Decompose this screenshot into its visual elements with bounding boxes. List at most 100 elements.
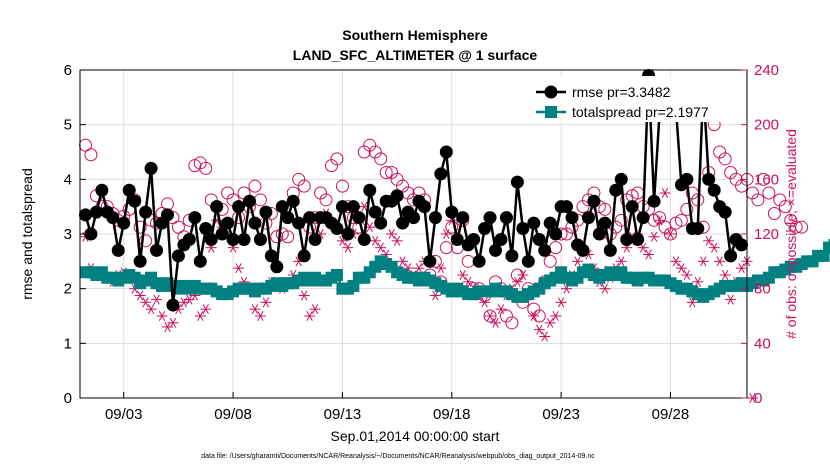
evaluated-obs-point [511, 276, 523, 287]
rmse-point [434, 167, 448, 181]
rmse-point [111, 243, 125, 257]
rmse-point [707, 183, 721, 197]
evaluated-obs-point [697, 256, 709, 267]
rmse-point [592, 227, 606, 241]
evaluated-obs-point [539, 331, 551, 342]
possible-obs-point [253, 193, 267, 207]
legend-rmse-label: rmse pr=3.3482 [572, 84, 671, 100]
asterisk-stroke [727, 294, 734, 305]
rmse-point [396, 216, 410, 230]
asterisk-stroke [136, 290, 144, 301]
rmse-point [78, 208, 92, 222]
rmse-point [680, 172, 694, 186]
rmse-point [232, 200, 246, 214]
rmse-point [188, 211, 202, 225]
rmse-point [193, 254, 207, 268]
evaluated-obs-point [145, 304, 157, 315]
evaluated-obs-point [692, 276, 704, 287]
evaluated-obs-point [151, 294, 163, 305]
rmse-point [483, 211, 497, 225]
x-axis-label: Sep.01,2014 00:00:00 start [331, 428, 500, 444]
asterisk-stroke [257, 310, 264, 322]
rmse-point [139, 205, 153, 219]
rmse-point [308, 232, 322, 246]
rmse-point [603, 243, 617, 257]
rmse-point [625, 200, 639, 214]
evaluated-obs-point [746, 392, 758, 404]
asterisk-stroke [361, 201, 368, 212]
y-tick-label: 4 [64, 171, 72, 188]
rmse-point [532, 232, 546, 246]
evaluated-obs-point [495, 304, 507, 315]
evaluated-obs-point [648, 231, 660, 242]
rmse-point [718, 205, 732, 219]
possible-obs-point [789, 220, 803, 234]
y-tick-label: 6 [64, 62, 72, 79]
spread-point [823, 241, 830, 254]
rmse-point [210, 200, 224, 214]
evaluated-obs-point [194, 310, 206, 322]
asterisk-stroke [306, 310, 313, 322]
y2-tick-label: 160 [754, 171, 779, 188]
evaluated-obs-point [517, 269, 529, 281]
rmse-point [226, 232, 240, 246]
rmse-point [565, 211, 579, 225]
rmse-point [505, 249, 519, 263]
rmse-point [297, 249, 311, 263]
evaluated-obs-point [413, 263, 425, 274]
asterisk-stroke [661, 187, 669, 199]
evaluated-obs-point [484, 310, 496, 322]
x-tick-label: 09/13 [324, 406, 362, 423]
y-tick-label: 1 [64, 335, 72, 352]
rmse-point [204, 232, 218, 246]
possible-obs-point [84, 148, 98, 162]
asterisk-stroke [399, 256, 406, 267]
y2-tick-label: 40 [754, 335, 771, 352]
data-file-footnote: data file: /Users/gharamti/Documents/NCA… [201, 453, 595, 460]
asterisk-stroke [459, 269, 466, 281]
rmse-point [341, 227, 355, 241]
possible-obs-point [160, 197, 174, 211]
evaluated-obs-point [298, 290, 310, 301]
asterisk-stroke [552, 310, 559, 322]
asterisk-stroke [738, 263, 745, 274]
evaluated-obs-point [462, 276, 474, 287]
rmse-point [150, 243, 164, 257]
y-tick-label: 0 [64, 390, 72, 407]
rmse-point [549, 227, 563, 241]
y2-tick-label: 200 [754, 117, 779, 134]
evaluated-obs-point [397, 256, 409, 267]
evaluated-obs-point [708, 242, 720, 253]
rmse-point [494, 232, 508, 246]
possible-obs-point [663, 227, 677, 241]
rmse-point [286, 194, 300, 208]
asterisk-stroke [153, 294, 160, 305]
asterisk-stroke [645, 249, 652, 260]
evaluated-obs-point [440, 228, 452, 240]
y2-axis-label: # of obs: o=possible; ×=evaluated [783, 129, 799, 339]
rmse-point [335, 200, 349, 214]
asterisk-stroke [546, 317, 554, 328]
possible-obs-point [281, 230, 295, 244]
evaluated-obs-point [249, 304, 261, 315]
rmse-point [631, 232, 645, 246]
evaluated-obs-point [736, 263, 748, 274]
possible-obs-point [614, 213, 628, 227]
possible-obs-point [248, 179, 262, 193]
evaluated-obs-point [375, 242, 387, 253]
rmse-point [647, 194, 661, 208]
asterisk-stroke [142, 297, 149, 308]
rmse-point [636, 211, 650, 225]
rmse-point [166, 298, 180, 312]
evaluated-obs-point [429, 290, 441, 301]
axes: 0 1 2 3 4 5 6 0 40 80 120 160 200 240 09/03 09/08 09/13 0… [64, 62, 779, 423]
evaluated-obs-point [167, 317, 179, 328]
asterisk-stroke [694, 276, 701, 287]
asterisk-stroke [147, 304, 155, 315]
evaluated-obs-point [435, 263, 447, 274]
y2-tick-label: 80 [754, 281, 771, 298]
rmse-point [735, 238, 749, 252]
rmse-point [702, 172, 716, 186]
asterisk-stroke [164, 321, 171, 332]
asterisk-stroke [486, 310, 494, 322]
